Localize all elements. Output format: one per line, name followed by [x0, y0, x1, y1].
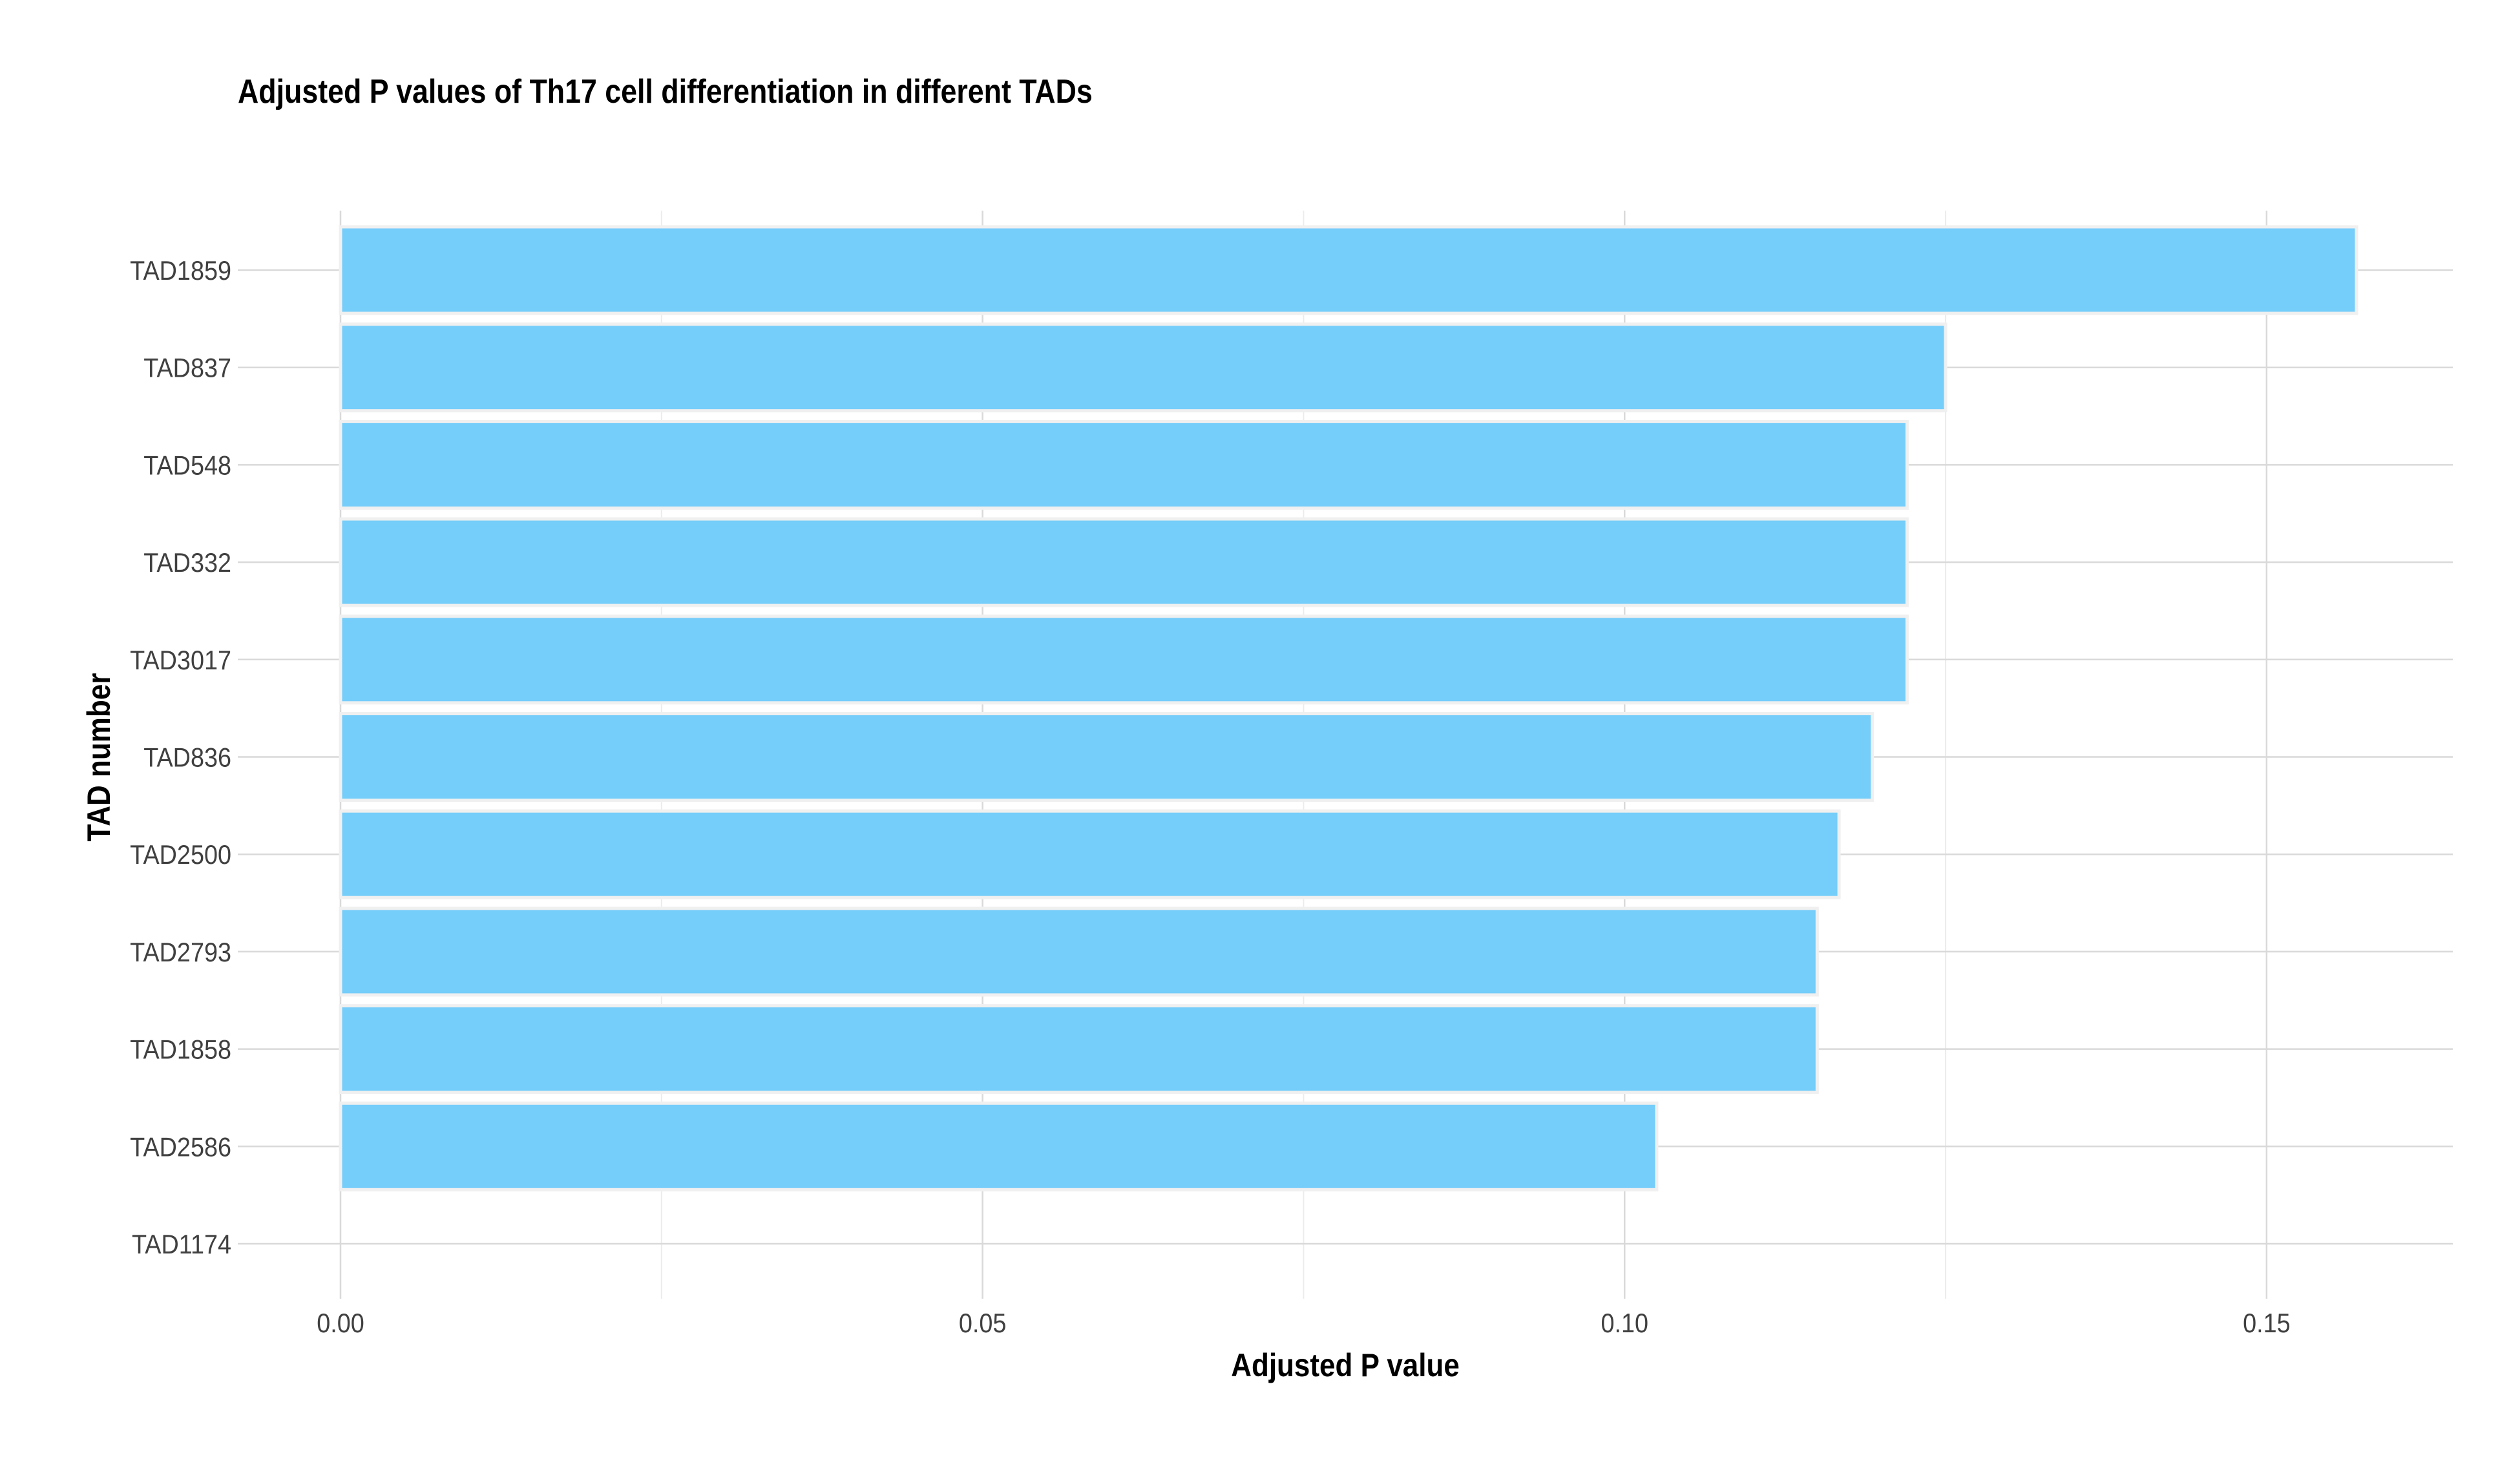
- y-tick-label: TAD2793: [130, 938, 231, 967]
- bar-tad2793: [339, 907, 1819, 997]
- bar-tad1858: [339, 1004, 1819, 1095]
- y-tick-label: TAD2586: [130, 1133, 231, 1162]
- label-layer: TAD1859 TAD837 TAD548 TAD332 TAD3017 TAD836 TA…: [130, 256, 2290, 1338]
- y-tick-label: TAD836: [143, 743, 231, 773]
- bar-tad3017: [339, 614, 1909, 705]
- y-tick-label: TAD837: [143, 353, 231, 383]
- x-tick-label: 0.00: [317, 1308, 364, 1338]
- x-tick-label: 0.10: [1601, 1308, 1648, 1338]
- chart-title: Adjusted P values of Th17 cell different…: [238, 73, 1093, 110]
- bar-tad836: [339, 712, 1874, 802]
- bar-tad837: [339, 322, 1948, 413]
- bar-tad548: [339, 419, 1909, 510]
- y-tick-label: TAD1174: [132, 1230, 231, 1259]
- bar-tad332: [339, 517, 1909, 607]
- y-tick-label: TAD1858: [130, 1035, 231, 1065]
- bar-layer: [339, 225, 2358, 1191]
- bar-tad2586: [339, 1101, 1659, 1191]
- y-tick-label: TAD332: [143, 548, 231, 578]
- y-tick-label: TAD1859: [130, 256, 231, 286]
- x-axis-title: Adjusted P value: [1231, 1347, 1460, 1383]
- x-tick-label: 0.05: [959, 1308, 1007, 1338]
- bar-tad1859: [339, 225, 2358, 315]
- y-tick-label: TAD3017: [130, 645, 231, 675]
- x-tick-label: 0.15: [2243, 1308, 2291, 1338]
- y-axis-title: TAD number: [80, 673, 116, 842]
- bar-tad2500: [339, 809, 1841, 899]
- y-tick-label: TAD2500: [130, 840, 231, 870]
- y-tick-label: TAD548: [143, 451, 231, 481]
